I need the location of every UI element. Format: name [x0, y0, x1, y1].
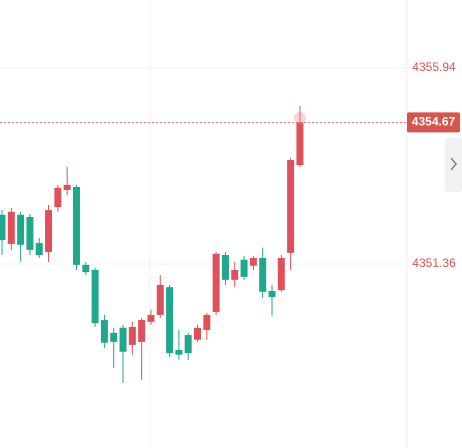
candle-body	[0, 214, 6, 241]
candle-body	[231, 269, 239, 280]
candle-body	[110, 332, 118, 342]
candle-body	[119, 327, 127, 352]
candle-body	[166, 287, 174, 354]
candle-body	[91, 269, 99, 324]
candle-body	[35, 243, 43, 256]
candle-body	[259, 258, 267, 292]
y-tick-label: 4355.94	[412, 60, 456, 74]
candle-body	[221, 255, 229, 280]
candle-body	[287, 160, 295, 253]
candle-body	[82, 264, 90, 273]
y-tick-label: 4351.36	[412, 256, 456, 270]
candle-body	[72, 186, 80, 265]
candle-body	[138, 320, 146, 342]
candle-body	[7, 211, 15, 244]
candle-body	[175, 350, 183, 355]
candle-body	[212, 253, 220, 312]
candle-body	[194, 327, 202, 340]
handle-bg[interactable]	[445, 138, 462, 192]
candle-body	[100, 320, 108, 343]
candle-body	[54, 187, 62, 208]
candle-body	[184, 335, 192, 354]
last-price-label: 4354.67	[412, 115, 456, 129]
last-glow	[293, 112, 306, 125]
candle-body	[147, 314, 155, 322]
side-handle[interactable]	[445, 138, 462, 192]
candle-body	[156, 284, 164, 315]
candle-body	[128, 326, 136, 345]
candle-body	[45, 210, 53, 253]
candle-body	[296, 122, 304, 166]
candle-body	[203, 314, 211, 330]
candle-body	[240, 259, 248, 277]
candle-body	[26, 216, 34, 250]
handle-arrow[interactable]	[450, 157, 458, 171]
candle-body	[277, 258, 285, 291]
candle-body	[63, 184, 71, 190]
last-price-box	[407, 112, 460, 133]
candle-body	[268, 290, 276, 297]
candle-body	[249, 258, 257, 266]
candle-body	[17, 214, 25, 245]
